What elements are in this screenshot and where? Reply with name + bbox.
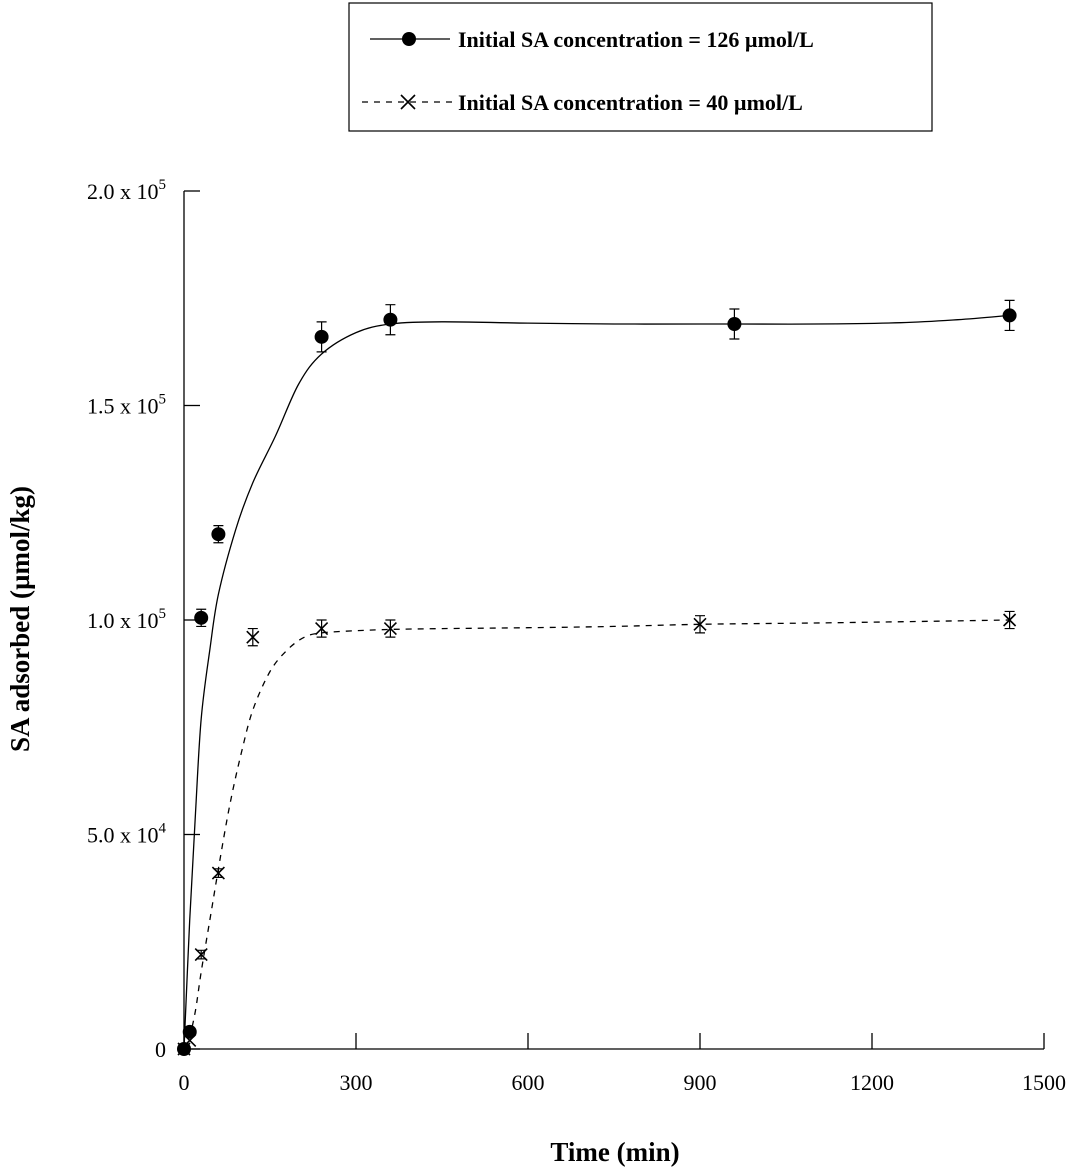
x-tick-label-3: 900 [684, 1070, 717, 1095]
x-tick-label-1: 300 [340, 1070, 373, 1095]
legend-marker-series-2 [400, 94, 416, 110]
legend-marker-series-1 [402, 32, 416, 46]
y-tick-label-3: 1.5 x 105 [87, 392, 166, 419]
series-1-point-4 [314, 329, 329, 344]
y-tick-label-4: 2.0 x 105 [87, 177, 166, 204]
x-tick-label-0: 0 [179, 1070, 190, 1095]
y-axis-title: SA adsorbed (µmol/kg) [5, 486, 35, 752]
series-2-point-8 [1003, 613, 1017, 627]
series-2-point-7 [693, 617, 707, 631]
y-tick-label-1: 5.0 x 104 [87, 821, 167, 848]
series-2-line [183, 619, 1010, 1050]
series-1-point-2 [194, 610, 209, 625]
x-tick-label-5: 1500 [1022, 1070, 1066, 1095]
x-tick-label-4: 1200 [850, 1070, 894, 1095]
series-2-point-4 [246, 630, 260, 644]
series-2-point-0 [177, 1042, 191, 1056]
x-tick-label-2: 600 [512, 1070, 545, 1095]
legend-label-series-1: Initial SA concentration = 126 µmol/L [458, 27, 814, 52]
legend-label-series-2: Initial SA concentration = 40 µmol/L [458, 90, 803, 115]
legend-box [348, 2, 933, 132]
y-tick-label-2: 1.0 x 105 [87, 606, 166, 633]
series-1-point-6 [727, 316, 742, 331]
axes: 0 300 600 900 1200 1500 0 5.0 x 104 1.0 x 105 1.5… [87, 177, 1066, 1095]
series-2-point-5 [315, 622, 329, 636]
series-1-line [183, 314, 1010, 1050]
series-1-point-7 [1002, 308, 1017, 323]
x-axis-title: Time (min) [550, 1137, 679, 1167]
series-2-point-6 [383, 622, 397, 636]
series-2-point-1 [183, 1033, 197, 1047]
series-1-point-3 [211, 527, 226, 542]
series-2-point-3 [211, 866, 225, 880]
legend: Initial SA concentration = 126 µmol/L In… [348, 2, 933, 132]
y-tick-label-0: 0 [155, 1037, 166, 1062]
series-2-point-2 [194, 948, 208, 962]
series-1-point-5 [383, 312, 398, 327]
series-1-point-1 [182, 1024, 197, 1039]
plot-area [177, 299, 1017, 1056]
